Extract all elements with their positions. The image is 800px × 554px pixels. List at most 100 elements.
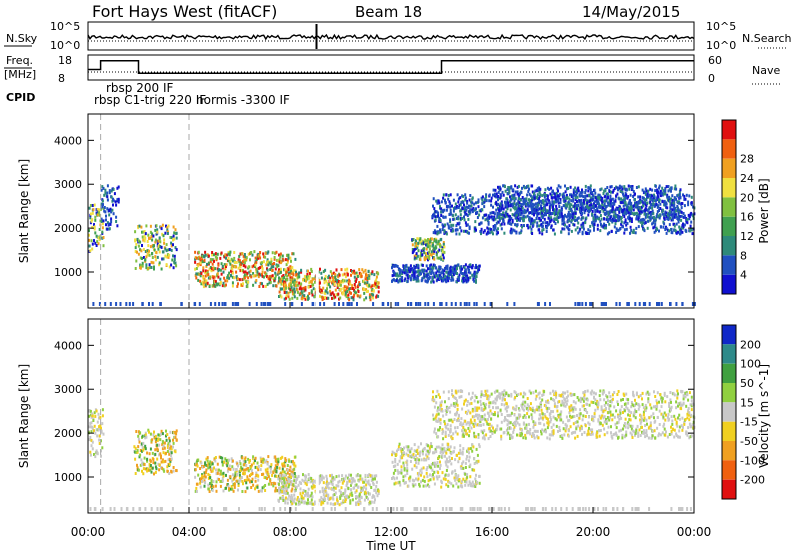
- power-cell: [506, 198, 509, 202]
- power-cell: [174, 228, 177, 232]
- power-cell: [495, 195, 498, 199]
- power-cell: [639, 209, 642, 212]
- power-cell: [154, 228, 157, 232]
- vel-cell: [251, 477, 254, 481]
- power-cell: [334, 278, 337, 282]
- power-cell: [443, 269, 446, 273]
- power-cell: [108, 222, 111, 226]
- power-cell: [100, 202, 103, 206]
- vel-cell: [207, 487, 210, 491]
- power-cell: [258, 254, 261, 257]
- power-cell: [273, 256, 276, 259]
- power-cell: [522, 224, 525, 228]
- power-cell: [656, 193, 659, 197]
- power-cell: [685, 217, 688, 220]
- vel-cell: [167, 442, 170, 446]
- vel-cell: [139, 449, 142, 452]
- power-cell: [661, 186, 664, 190]
- power-cell: [144, 258, 147, 262]
- vel-cell: [136, 466, 139, 470]
- vel-cell: [170, 451, 173, 455]
- vel-cell: [166, 465, 169, 469]
- power-ground-cell: [549, 302, 551, 306]
- power-cell: [449, 218, 452, 222]
- power-cell: [239, 252, 242, 256]
- nsky-label: N.Sky: [6, 32, 38, 45]
- vel-cell: [144, 431, 147, 435]
- vel-cell: [210, 481, 213, 485]
- power-cell: [111, 199, 114, 203]
- power-cell: [673, 204, 676, 208]
- power-cell: [202, 266, 205, 270]
- power-cell: [411, 238, 414, 242]
- power-cell: [560, 230, 563, 234]
- power-cell: [281, 276, 284, 280]
- vel-cell: [344, 474, 347, 478]
- vel-cell: [283, 491, 286, 495]
- power-cell: [293, 295, 296, 299]
- vel-cell: [95, 449, 98, 453]
- power-cell: [366, 284, 369, 288]
- power-cell: [411, 273, 414, 277]
- power-cell: [434, 218, 437, 222]
- power-cell: [666, 198, 669, 202]
- power-cell: [623, 231, 626, 235]
- vel-cell: [348, 479, 351, 483]
- power-cell: [567, 214, 570, 218]
- vel-cell: [233, 485, 236, 489]
- vel-cell: [256, 485, 259, 489]
- power-cell: [270, 274, 273, 278]
- vel-cell: [317, 482, 320, 486]
- power-cell: [149, 230, 152, 234]
- power-cell: [677, 213, 680, 217]
- power-cell: [213, 259, 215, 263]
- power-cell: [595, 199, 598, 203]
- power-cell: [209, 260, 212, 264]
- vel-cell: [141, 469, 143, 473]
- power-cell: [312, 283, 315, 287]
- power-cell: [137, 239, 140, 243]
- power-cell: [459, 196, 462, 200]
- power-cell: [564, 184, 566, 188]
- power-cell: [453, 217, 456, 221]
- power-cell: [158, 263, 161, 267]
- vel-cell: [165, 434, 167, 438]
- vel-cell: [343, 477, 346, 481]
- power-cell: [105, 218, 107, 222]
- vel-cell: [275, 468, 278, 472]
- power-cell: [654, 219, 657, 223]
- power-cell: [102, 236, 105, 239]
- power-cell: [497, 227, 499, 231]
- power-cell: [689, 224, 692, 228]
- power-cell: [347, 293, 350, 297]
- power-cell: [137, 226, 140, 230]
- power-colorbar-tick: 24: [740, 172, 754, 185]
- power-cell: [371, 288, 374, 291]
- power-cell: [480, 232, 482, 236]
- power-cell: [201, 255, 204, 258]
- vel-cell: [161, 447, 164, 451]
- power-cell: [556, 187, 559, 191]
- vel-cell: [157, 437, 160, 441]
- power-cell: [439, 230, 442, 234]
- vel-cell: [211, 469, 214, 473]
- power-cell: [209, 266, 212, 269]
- power-cell: [646, 215, 649, 219]
- power-cell: [509, 186, 511, 190]
- power-cell: [474, 272, 477, 276]
- vel-cell: [326, 480, 328, 484]
- power-cell: [636, 204, 639, 208]
- vel-cell: [101, 446, 104, 450]
- power-cell: [392, 264, 395, 268]
- power-cell: [432, 271, 435, 275]
- power-cell: [160, 267, 163, 271]
- vel-cell: [203, 477, 206, 481]
- power-cell: [430, 253, 433, 257]
- power-cell: [517, 199, 520, 203]
- power-cell: [231, 259, 234, 263]
- power-cell: [657, 190, 660, 194]
- vel-cell: [102, 432, 105, 436]
- vel-cell: [334, 486, 337, 490]
- power-cell: [170, 241, 173, 245]
- power-cell: [495, 200, 498, 204]
